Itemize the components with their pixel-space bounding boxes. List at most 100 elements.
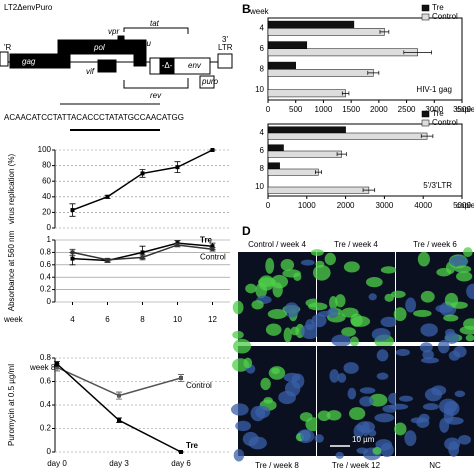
gene-label: rev [150, 91, 162, 100]
marker [140, 250, 145, 255]
cell [343, 261, 360, 273]
cell [405, 297, 417, 313]
gene-label: vpu [138, 39, 151, 48]
cell [454, 390, 466, 398]
error-bar [403, 50, 432, 55]
cell [283, 372, 301, 383]
cell [374, 413, 395, 423]
legend-swatch [421, 13, 430, 21]
cell [453, 345, 467, 358]
marker [179, 375, 183, 380]
marker [70, 208, 75, 213]
error-bar [420, 134, 434, 139]
cell [353, 424, 364, 439]
x-tick-label: 8 [140, 315, 145, 324]
x-tick-label: 4 [70, 315, 75, 324]
cell [384, 293, 394, 302]
bar [267, 61, 296, 70]
y-tick-label: 1 [47, 235, 52, 244]
x-tick-label: 1000 [315, 105, 333, 114]
cell [314, 434, 324, 443]
bar [267, 41, 308, 50]
y-tick-label: 6 [260, 146, 265, 155]
cell [445, 416, 464, 425]
cell [463, 247, 473, 258]
x-tick-label: day 6 [171, 459, 191, 468]
cell [335, 451, 344, 459]
marker [55, 365, 59, 370]
cell [420, 323, 438, 337]
bar [267, 186, 370, 194]
cell [450, 301, 468, 309]
y-tick-label: 0.2 [40, 285, 52, 294]
x-tick-label: 0 [266, 105, 271, 114]
y-tick-label: 4 [260, 23, 265, 32]
marker [55, 361, 59, 366]
y-tick-label: 0.2 [40, 424, 52, 433]
x-tick-label: 2000 [337, 201, 355, 210]
cell [265, 323, 282, 336]
y-axis-label: Puromycin at 0.5 µg/ml [7, 364, 16, 446]
error-bar [362, 188, 376, 193]
y-tick-label: 8 [260, 64, 265, 73]
cell [456, 271, 473, 282]
cell [448, 441, 460, 457]
cell [369, 393, 388, 407]
ltr-label: 3' [222, 35, 228, 44]
cell [300, 324, 320, 340]
error-bar [336, 152, 347, 157]
cell [458, 435, 472, 445]
cell [438, 398, 458, 414]
cell [459, 325, 474, 335]
cell [361, 422, 370, 437]
marker [140, 255, 145, 260]
cell [267, 309, 288, 319]
y-tick-label: 10 [255, 182, 264, 191]
cell [243, 357, 253, 369]
cell [335, 294, 346, 308]
x-tick-label: 3500 [453, 105, 471, 114]
diagram-title: LT2ΔenvPuro [4, 3, 53, 12]
cell [437, 339, 450, 354]
cell [422, 403, 439, 411]
micrograph-label: Control / week 4 [248, 240, 306, 249]
x-axis-label: week [3, 315, 24, 324]
cell [376, 349, 389, 362]
y-tick-label: 0.8 [40, 353, 52, 362]
x-tick-label: 0 [266, 201, 271, 210]
x-tick-label: 3000 [425, 105, 443, 114]
cell [418, 413, 430, 423]
x-tick-label: 1000 [298, 201, 316, 210]
y-axis-label: Absorbance at 560 nm [7, 230, 16, 311]
sequence: ACAACATCCTATTACACCCTATATGCCAACATGG [4, 113, 184, 122]
cell [380, 266, 397, 274]
cell [347, 387, 357, 400]
y-tick-label: 0.8 [40, 248, 52, 257]
legend-swatch [421, 110, 430, 118]
cell [337, 373, 347, 383]
cell [235, 420, 251, 432]
x-axis-label: copies [456, 105, 474, 114]
bar [267, 69, 374, 77]
annotation: 5'/3'LTR [423, 181, 452, 190]
gene-label: vpr [108, 27, 119, 36]
annotation: week 8 [29, 363, 56, 372]
y-tick-label: 80 [42, 161, 51, 170]
panel-label: D [242, 224, 251, 238]
y-tick-label: 60 [42, 176, 51, 185]
series-label: Control [200, 252, 226, 261]
cell [350, 336, 359, 347]
bar [267, 162, 280, 170]
bar [267, 126, 346, 134]
marker [179, 450, 183, 454]
cell [245, 283, 257, 294]
y-tick-label: 0.6 [40, 377, 52, 386]
cell [255, 405, 271, 419]
gene-label: vif [86, 67, 95, 76]
cell [443, 314, 459, 322]
cell [394, 422, 407, 436]
legend-label: Tre [432, 109, 444, 118]
y-tick-label: 40 [42, 192, 51, 201]
